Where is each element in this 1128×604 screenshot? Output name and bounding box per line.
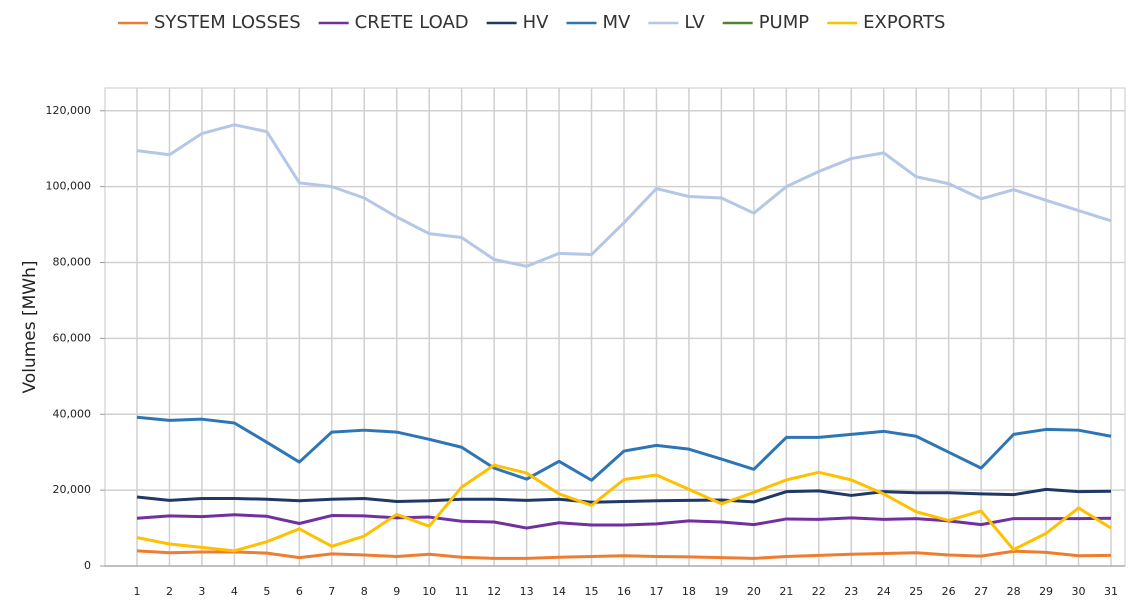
x-tick-label: 31 [1104, 585, 1118, 598]
y-tick-label: 20,000 [53, 483, 92, 496]
x-tick-label: 25 [909, 585, 923, 598]
series-line [136, 549, 1112, 560]
x-tick-label: 11 [455, 585, 469, 598]
x-tick-label: 23 [844, 585, 858, 598]
legend-label: CRETE LOAD [355, 12, 469, 33]
x-tick-label: 6 [296, 585, 303, 598]
y-tick-label: 120,000 [46, 104, 92, 117]
x-tick-label: 29 [1039, 585, 1053, 598]
x-tick-label: 18 [682, 585, 696, 598]
x-tick-label: 7 [328, 585, 335, 598]
y-tick-label: 60,000 [53, 331, 92, 344]
x-tick-label: 13 [520, 585, 534, 598]
legend-label: MV [602, 12, 631, 33]
x-tick-label: 15 [585, 585, 599, 598]
x-tick-label: 17 [649, 585, 663, 598]
x-tick-label: 2 [166, 585, 173, 598]
x-tick-label: 9 [393, 585, 400, 598]
x-tick-label: 1 [134, 585, 141, 598]
x-tick-label: 30 [1072, 585, 1086, 598]
legend-label: HV [523, 12, 550, 33]
series-line [136, 463, 1112, 553]
x-tick-label: 27 [974, 585, 988, 598]
x-tick-label: 8 [361, 585, 368, 598]
x-tick-label: 3 [198, 585, 205, 598]
x-tick-label: 21 [779, 585, 793, 598]
legend-label: EXPORTS [863, 12, 945, 33]
y-tick-label: 100,000 [46, 180, 92, 193]
series-line [136, 123, 1112, 268]
x-tick-label: 14 [552, 585, 566, 598]
x-tick-label: 19 [714, 585, 728, 598]
series-line [136, 487, 1112, 504]
x-tick-label: 22 [812, 585, 826, 598]
y-tick-label: 80,000 [53, 256, 92, 269]
series-line [136, 415, 1112, 482]
x-tick-label: 10 [422, 585, 436, 598]
x-tick-label: 5 [263, 585, 270, 598]
x-tick-label: 20 [747, 585, 761, 598]
legend-label: PUMP [759, 12, 810, 33]
x-tick-label: 16 [617, 585, 631, 598]
x-tick-label: 28 [1007, 585, 1021, 598]
x-tick-label: 26 [942, 585, 956, 598]
legend-label: LV [684, 12, 705, 33]
x-tick-label: 24 [877, 585, 891, 598]
x-tick-label: 12 [487, 585, 501, 598]
legend-label: SYSTEM LOSSES [154, 12, 301, 33]
y-tick-label: 40,000 [53, 407, 92, 420]
y-tick-label: 0 [84, 559, 91, 572]
x-tick-label: 4 [231, 585, 238, 598]
y-axis-label: Volumes [MWh] [20, 260, 40, 393]
